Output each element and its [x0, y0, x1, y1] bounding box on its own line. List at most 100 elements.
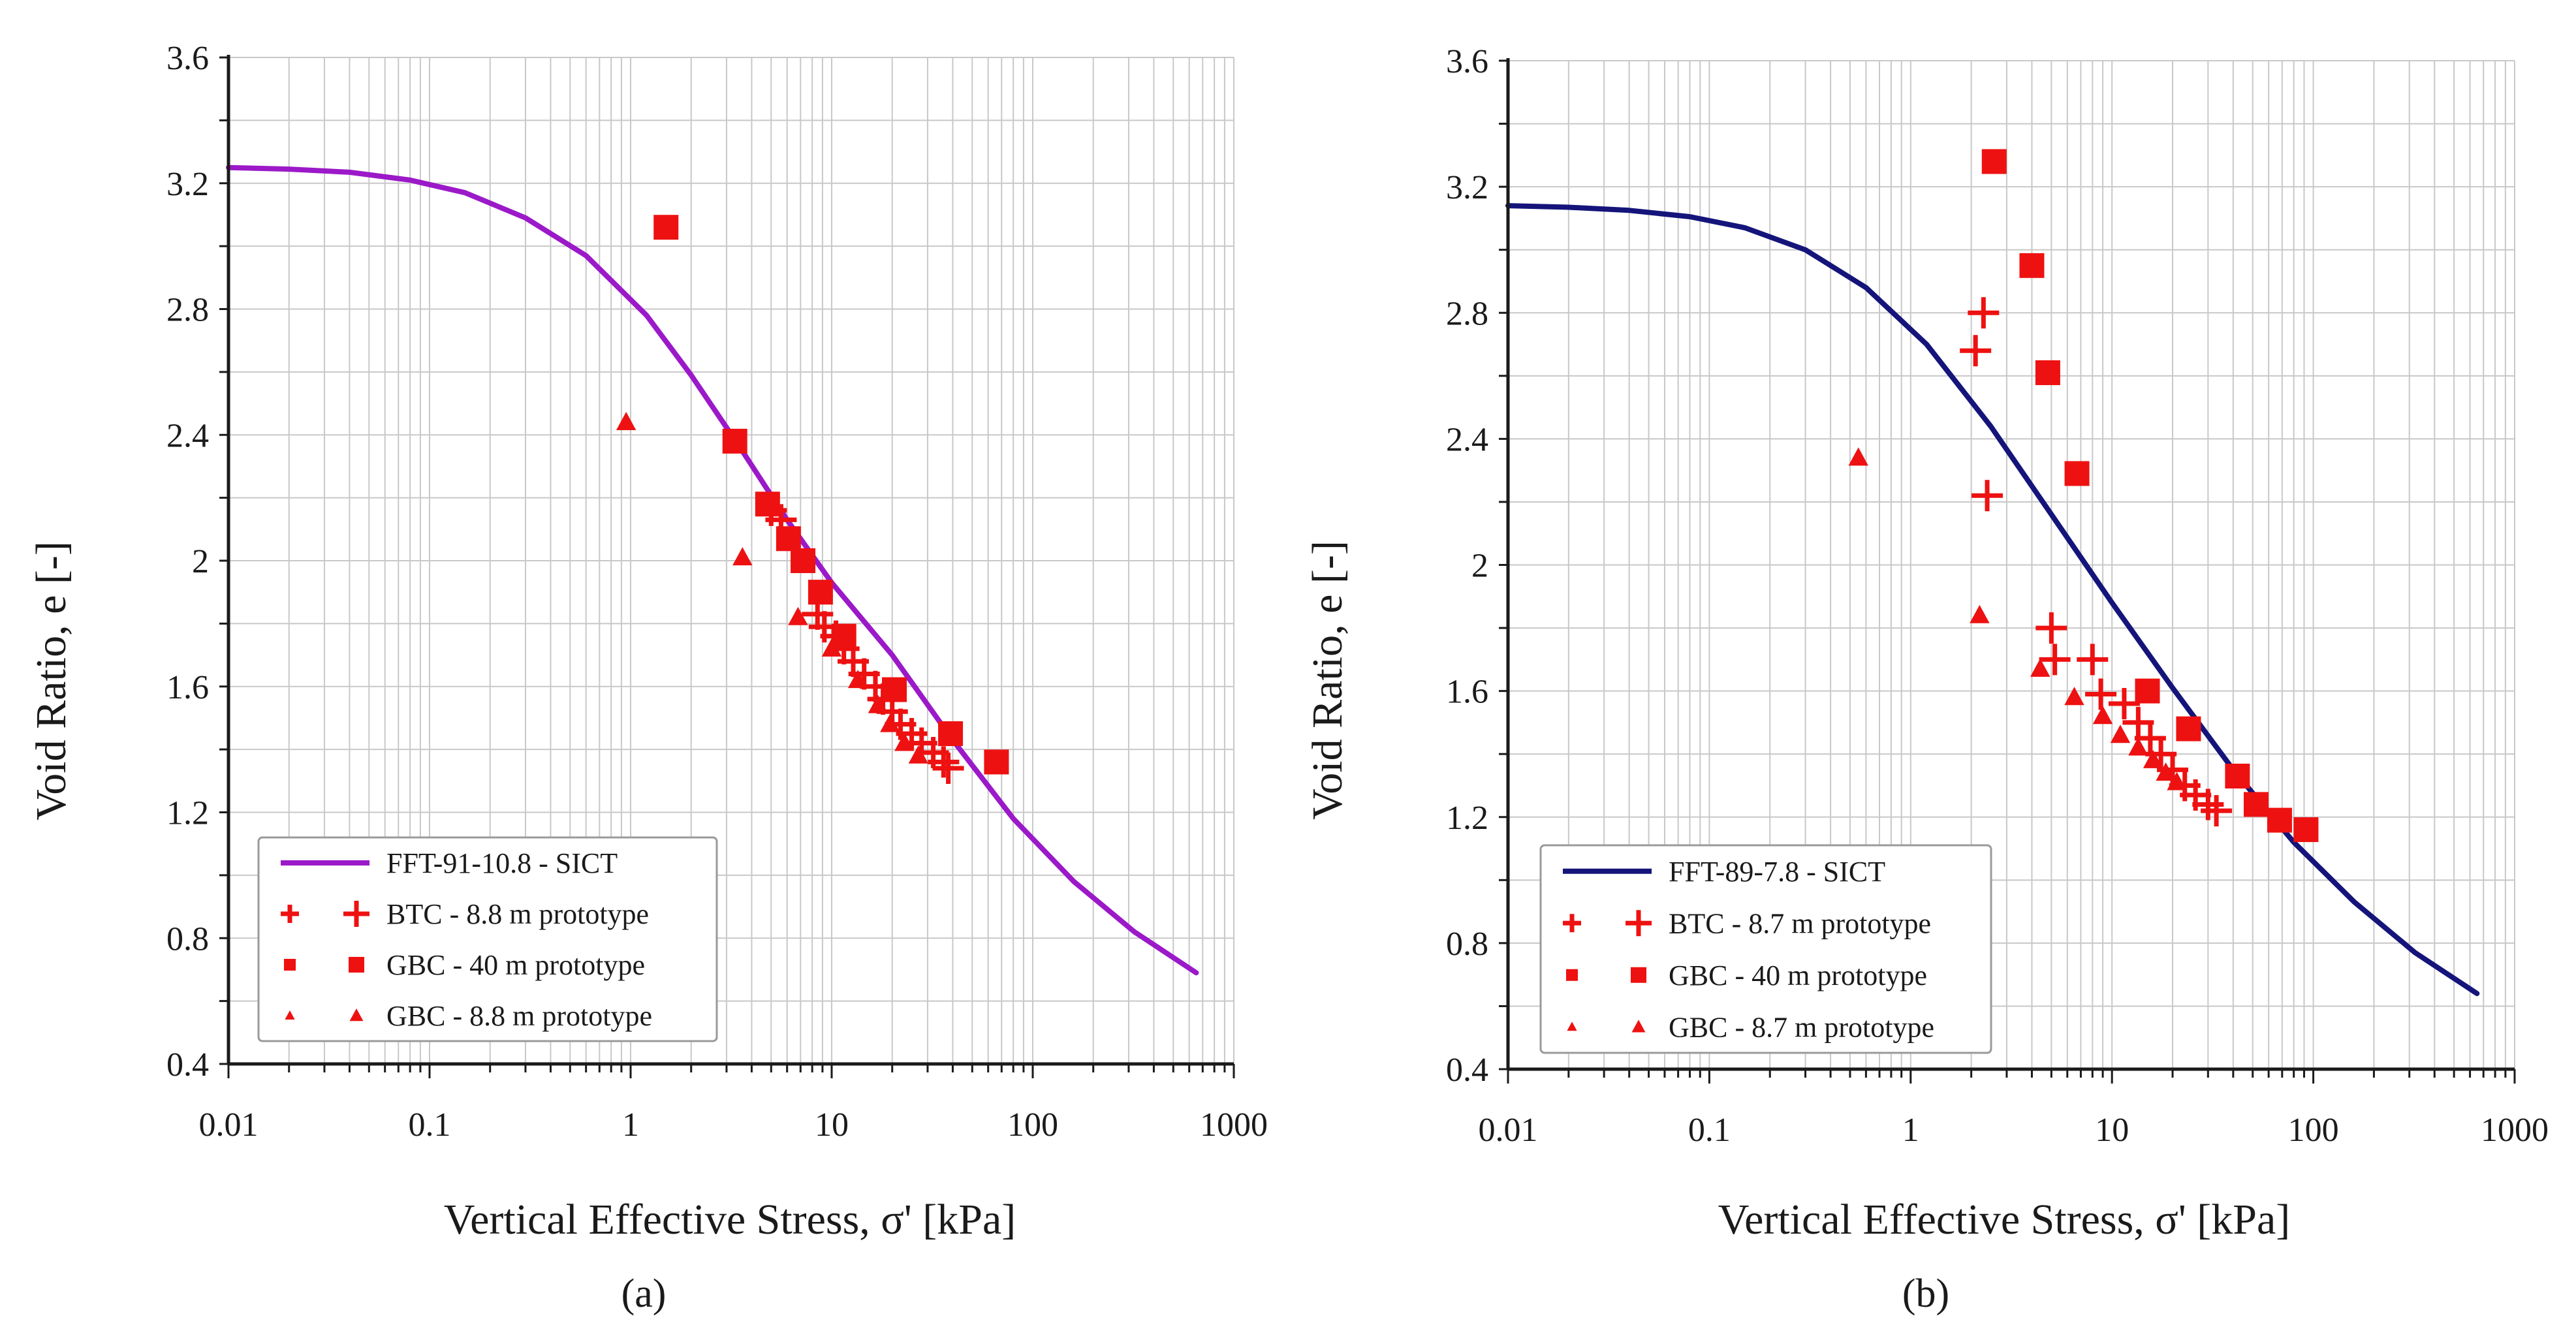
data-point-plus: [2108, 687, 2140, 719]
data-point-plus: [1960, 335, 1992, 367]
data-point-square: [938, 721, 964, 747]
data-point-square: [808, 580, 833, 605]
y-axis-title-b: Void Ratio, e [-]: [1304, 540, 1351, 820]
legend-label: FFT-89-7.8 - SICT: [1669, 856, 1885, 888]
data-point-plus: [2122, 706, 2154, 738]
data-point-square: [755, 492, 780, 517]
data-point-square: [791, 548, 816, 573]
y-tick-label: 3.2: [166, 166, 209, 203]
y-tick-label: 0.4: [166, 1046, 209, 1084]
data-point-square: [2293, 817, 2319, 843]
x-tick-label: 0.01: [1479, 1112, 1538, 1149]
data-point-triangle: [2110, 725, 2131, 743]
legend-marker: [349, 957, 364, 973]
legend-box: [1539, 844, 1992, 1054]
panel-label-b: (b): [1902, 1272, 1949, 1316]
data-point-square: [2135, 678, 2160, 704]
x-tick-label: 0.1: [409, 1106, 451, 1144]
data-point-triangle: [1970, 604, 1990, 623]
data-point-triangle: [868, 694, 888, 713]
axes-a: [219, 55, 1235, 1078]
y-tick-label: 0.8: [1446, 926, 1488, 963]
legend-label: GBC - 40 m prototype: [1669, 960, 1927, 991]
y-tick-label: 1.6: [166, 669, 209, 706]
data-point-square: [831, 623, 856, 649]
legend-marker: [1566, 969, 1578, 981]
data-point-square: [984, 749, 1009, 775]
legend-marker: [284, 959, 296, 971]
y-tick-label: 2: [192, 543, 209, 580]
y-tick-label: 3.2: [1446, 169, 1488, 206]
data-point-triangle: [821, 638, 842, 657]
x-tick-label: 1: [622, 1106, 639, 1144]
y-tick-label: 1.2: [166, 795, 209, 832]
data-point-plus: [2134, 723, 2166, 755]
panel-label-a: (a): [621, 1272, 667, 1316]
legend-marker: [343, 901, 369, 927]
data-point-square: [776, 526, 801, 552]
x-tick-label: 1000: [1200, 1106, 1268, 1144]
data-point-plus: [2201, 795, 2233, 827]
y-tick-label: 0.8: [166, 920, 209, 958]
legend-label: FFT-91-10.8 - SICT: [386, 847, 618, 879]
y-tick-label: 2.8: [166, 292, 209, 329]
data-point-square: [2176, 716, 2201, 741]
data-point-triangle: [2030, 658, 2050, 677]
data-point-plus: [1971, 480, 2003, 512]
data-point-triangle: [788, 606, 808, 625]
data-point-square: [722, 428, 747, 454]
series-layer-b: [1505, 149, 2480, 997]
legend-label: GBC - 8.8 m prototype: [386, 1000, 652, 1032]
data-point-square: [2019, 253, 2045, 278]
data-point-triangle: [847, 670, 868, 689]
legend-label: GBC - 8.7 m prototype: [1669, 1011, 1934, 1043]
data-point-triangle: [908, 745, 929, 764]
data-point-plus: [2085, 678, 2117, 710]
x-tick-label: 100: [2288, 1112, 2339, 1149]
legend-marker: [1567, 1022, 1577, 1031]
tick-labels-a: 0.01 0.1 1 10 100 1000 0.4 0.8 1.2 1.6 2 2.4 2.8 3.2 3…: [166, 40, 1268, 1144]
series-line-fft-89-7-8-sict: [1505, 203, 2480, 997]
legend-marker: [1563, 914, 1581, 933]
data-point-square: [2244, 792, 2269, 817]
chart-panel-b: 0.01 0.1 1 10 100 1000 0.4 0.8 1.2 1.6 2 2.4 2.8 3.2 3…: [1304, 43, 2549, 1316]
legend-label: GBC - 40 m prototype: [386, 949, 645, 981]
data-point-plus: [2035, 612, 2067, 644]
data-point-triangle: [2167, 772, 2187, 790]
y-tick-label: 3.6: [1446, 43, 1488, 80]
x-axis-title-b: Vertical Effective Stress, σ' [kPa]: [1718, 1196, 2290, 1243]
y-tick-label: 1.2: [1446, 800, 1488, 837]
legend-marker: [349, 1008, 364, 1022]
x-tick-label: 0.01: [199, 1106, 259, 1144]
data-point-triangle: [1848, 447, 1868, 466]
legend-marker: [1626, 910, 1652, 937]
data-point-triangle: [2128, 737, 2148, 756]
y-tick-label: 2: [1471, 548, 1488, 585]
x-tick-label: 1: [1902, 1112, 1919, 1149]
data-point-triangle: [2143, 749, 2163, 768]
data-point-square: [2064, 461, 2090, 486]
y-tick-label: 0.4: [1446, 1052, 1488, 1089]
y-tick-label: 2.4: [1446, 421, 1488, 458]
x-tick-label: 10: [815, 1106, 849, 1144]
x-axis-title-a: Vertical Effective Stress, σ' [kPa]: [444, 1196, 1016, 1243]
y-tick-label: 1.6: [1446, 674, 1488, 711]
data-point-plus: [1968, 297, 2000, 329]
legend-marker: [1631, 1020, 1646, 1033]
data-point-square: [2035, 360, 2060, 385]
legend-marker: [285, 1010, 295, 1020]
y-axis-title-a: Void Ratio, e [-]: [27, 541, 75, 820]
data-point-plus: [928, 746, 960, 778]
legend-box: [257, 836, 718, 1042]
grid-b: [1507, 60, 2515, 1070]
legend-b: FFT-89-7.8 - SICT BTC - 8.7 m prototype GB…: [1539, 844, 1992, 1054]
data-point-triangle: [2064, 687, 2084, 706]
axes-b: [1499, 58, 2516, 1084]
x-tick-label: 100: [1007, 1106, 1058, 1144]
series-layer-a: [226, 164, 1199, 976]
data-point-square: [653, 215, 679, 240]
data-point-square: [1981, 149, 2007, 174]
y-tick-label: 2.4: [166, 417, 209, 454]
